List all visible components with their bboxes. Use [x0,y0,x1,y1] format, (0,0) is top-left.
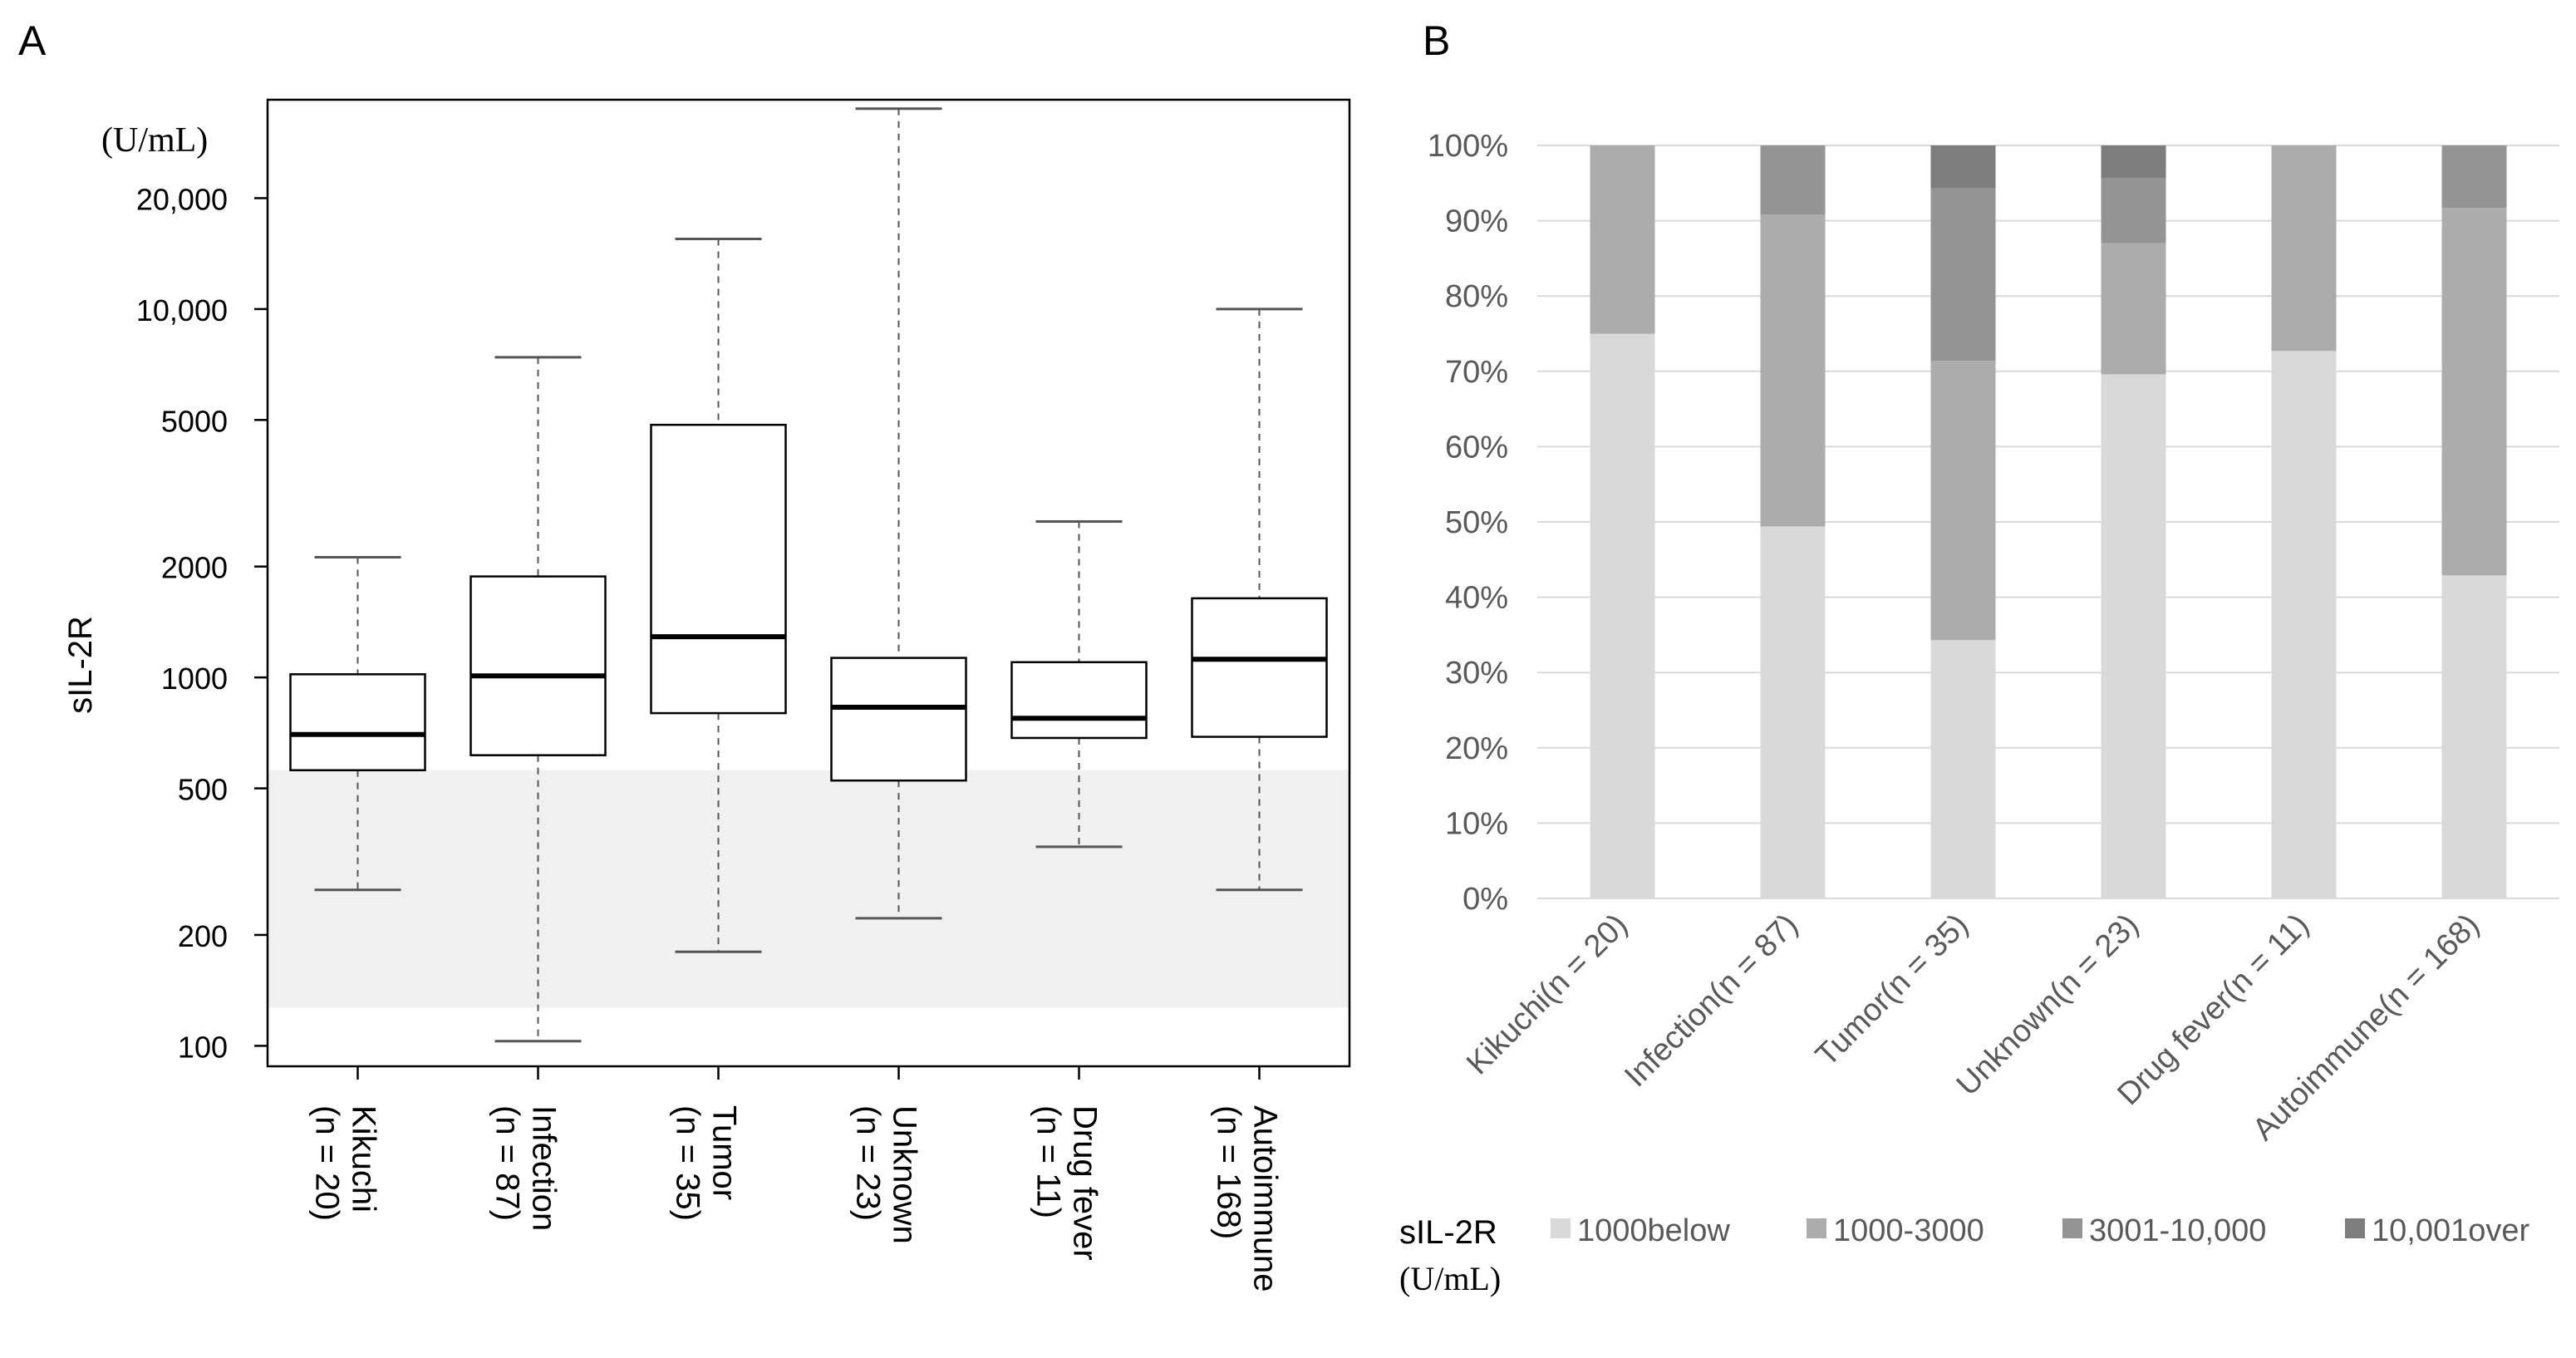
seg-1000-3000 [1590,145,1655,334]
box-autoimmune [1191,308,1328,892]
boxplot-x-label: Unknown(n = 23) [850,1105,923,1244]
bar-y-tick-label: 30% [1445,656,1508,691]
boxplot-y-tick-label: 2000 [161,551,228,585]
boxplot-y-tick-label: 200 [178,919,228,953]
x-label-line2: (n = 168) [1211,1105,1247,1239]
x-label-line1: Tumor [706,1105,743,1200]
boxplot-x-label: Tumor(n = 35) [670,1105,743,1221]
seg-1000below [1760,526,1826,898]
bar-y-tick-label: 0% [1463,882,1508,917]
x-label-line1: Unknown [887,1105,923,1244]
boxplot-frame [266,98,1351,1068]
x-label-line2: (n = 23) [850,1105,887,1221]
box-drug-fever [1010,520,1148,849]
seg-10001over [2101,145,2166,178]
legend-label-1000-3000: 1000-3000 [1833,1213,1984,1248]
bar-y-tick-label: 90% [1445,204,1508,239]
boxplot-plot-area: 100 200 500 1000 2000 5000 10,000 20,000 Kikuchi… [136,107,1328,1292]
boxplot-y-tick-label: 1000 [161,662,228,696]
legend-title: sIL-2R [1399,1214,1497,1251]
x-label-line1: Kikuchi [346,1105,382,1213]
seg-1000-3000 [1930,361,1996,641]
x-label-line1: Autoimmune [1247,1105,1284,1292]
bar-y-tick-label: 70% [1445,355,1508,390]
boxplot-x-label: Drug fever(n = 11) [1030,1105,1104,1261]
boxplot-y-axis-title: sIL-2R [62,616,99,714]
bar-x-label: Infection(n = 87) [1618,908,1805,1095]
iqr-box [830,657,967,782]
box-infection [469,356,607,1043]
stacked-bar-plot-area: 0% 10% 20% 30% 40% 50% 60% 70% 80% 90% 100% Kikuchi… [1428,129,2559,1148]
x-label-line2: (n = 11) [1030,1105,1067,1218]
bar-x-label: Kikuchi(n = 20) [1460,908,1635,1082]
panel-a-label: A [18,17,47,64]
seg-1000-3000 [2441,208,2507,576]
bar-x-label: Unknown(n = 23) [1950,908,2146,1103]
legend-swatch-10001over [2345,1218,2365,1238]
x-label-line2: (n = 20) [309,1105,346,1221]
seg-10001over [1930,145,1996,189]
seg-1000below [2441,575,2507,898]
iqr-box [469,575,607,756]
bar-y-tick-label: 20% [1445,731,1508,766]
iqr-box [1191,597,1328,738]
boxplot-y-tick-label: 20,000 [136,182,228,216]
legend-swatch-3001-10000 [2062,1218,2082,1238]
x-label-line1: Drug fever [1067,1105,1104,1261]
boxplot-x-label: Autoimmune(n = 168) [1211,1105,1284,1292]
legend-label-3001-10000: 3001-10,000 [2089,1213,2266,1248]
seg-1000below [1930,640,1996,898]
legend-swatch-1000below [1551,1218,1571,1238]
seg-3001-10000 [1930,188,1996,362]
box-unknown [830,107,967,920]
bar-y-tick-label: 100% [1428,129,1508,164]
boxplot-x-label: Infection(n = 87) [489,1105,563,1231]
bar-y-tick-label: 50% [1445,505,1508,540]
legend-label-1000below: 1000below [1577,1213,1730,1248]
stacked-bar-legend: sIL-2R (U/mL) 1000below 1000-3000 3001-10,… [1399,1213,2529,1297]
boxplot-y-tick-label: 100 [178,1030,228,1064]
iqr-box [289,673,426,771]
seg-1000below [1590,333,1655,898]
bar-y-tick-label: 60% [1445,430,1508,465]
x-label-line1: Infection [526,1105,563,1231]
boxplot-unit-label: (U/mL) [101,121,208,160]
seg-1000below [2271,351,2337,898]
seg-3001-10000 [2441,145,2507,209]
seg-1000-3000 [2101,243,2166,375]
seg-1000-3000 [2271,145,2337,352]
boxplot-x-label: Kikuchi(n = 20) [309,1105,382,1221]
box-tumor [650,237,787,953]
bar-y-tick-label: 80% [1445,279,1508,314]
box-kikuchi [289,555,426,892]
seg-1000-3000 [1760,214,1826,527]
boxplot-y-tick-label: 10,000 [136,293,228,327]
normal-range-band [268,770,1349,1008]
panel-b-label: B [1423,17,1450,64]
iqr-box [1010,661,1148,740]
bar-y-tick-label: 10% [1445,806,1508,841]
x-label-line2: (n = 87) [489,1105,526,1221]
boxplot-y-tick-label: 500 [178,773,228,807]
legend-unit: (U/mL) [1399,1260,1501,1297]
legend-label-10001over: 10,001over [2372,1213,2529,1248]
seg-3001-10000 [2101,177,2166,244]
x-label-line2: (n = 35) [670,1105,706,1221]
boxplot-y-tick-label: 5000 [161,404,228,438]
seg-1000below [2101,374,2166,898]
bar-x-label: Drug fever(n = 11) [2111,908,2316,1113]
bar-x-label: Tumor(n = 35) [1809,908,1975,1074]
bar-y-tick-label: 40% [1445,581,1508,616]
seg-3001-10000 [1760,145,1826,215]
iqr-box [650,423,787,715]
legend-swatch-1000-3000 [1807,1218,1826,1238]
